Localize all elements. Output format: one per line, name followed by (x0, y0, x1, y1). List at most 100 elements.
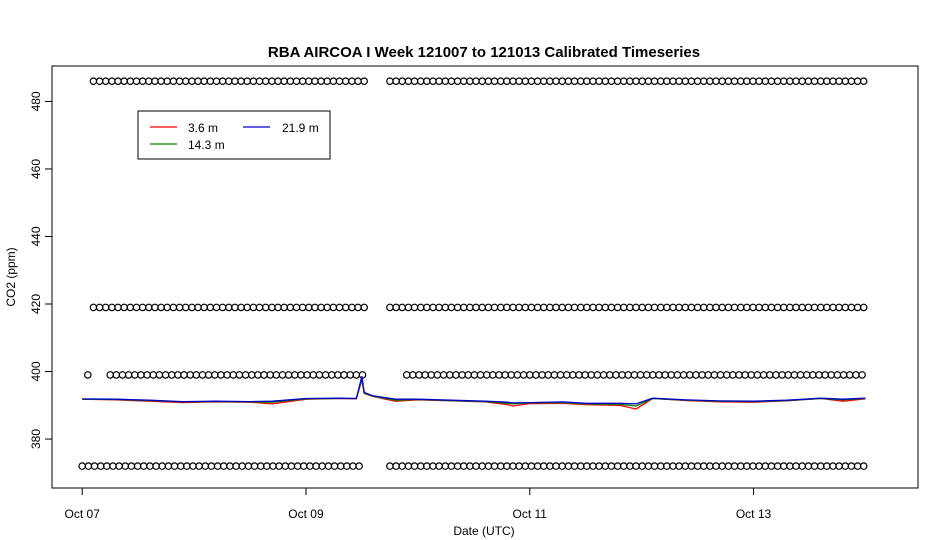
flag-marker (453, 303, 462, 312)
flag-marker (521, 462, 530, 470)
flag-marker (115, 462, 123, 470)
flag-marker (334, 371, 342, 379)
flag-marker (570, 303, 579, 312)
flag-marker (662, 462, 671, 470)
flag-marker (241, 371, 250, 379)
flag-marker (724, 303, 733, 312)
flag-marker (841, 303, 850, 312)
flag-marker (767, 303, 776, 312)
flag-marker (103, 462, 111, 470)
flag-marker (95, 77, 104, 86)
flag-marker (662, 303, 671, 312)
flag-marker (829, 462, 837, 470)
flag-marker (195, 462, 203, 470)
flag-marker (687, 303, 696, 312)
flag-marker (765, 371, 774, 379)
flag-marker (749, 462, 757, 470)
flag-marker (163, 77, 172, 86)
flag-marker (546, 462, 554, 470)
flag-marker (742, 462, 751, 470)
flag-marker (398, 462, 407, 470)
flag-marker (582, 77, 591, 86)
flag-marker (181, 303, 190, 312)
flag-marker (484, 303, 493, 312)
flag-marker (619, 303, 628, 312)
flag-marker (786, 77, 794, 86)
flag-marker (527, 462, 536, 470)
flag-marker (822, 303, 831, 312)
flag-marker (416, 77, 425, 86)
flag-marker (292, 303, 301, 312)
y-tick-label: 420 (29, 294, 43, 314)
flag-marker (453, 462, 462, 470)
flag-marker (753, 371, 762, 379)
flag-marker (539, 462, 548, 470)
flag-marker (845, 371, 854, 379)
flag-marker (169, 303, 178, 312)
flag-marker (466, 462, 474, 470)
flag-marker (655, 371, 663, 379)
flag-marker (736, 303, 745, 312)
legend-label-14-3m: 14.3 m (188, 138, 225, 152)
flag-marker (589, 303, 597, 312)
flag-marker (822, 77, 831, 86)
flag-marker (502, 462, 511, 470)
flag-marker (576, 303, 585, 312)
flag-marker (472, 77, 480, 86)
flag-marker (538, 371, 546, 379)
flag-marker (175, 77, 184, 86)
flag-marker (675, 77, 683, 86)
flag-marker (607, 77, 616, 86)
flag-marker (466, 303, 474, 312)
flag-marker (254, 371, 262, 379)
flag-marker (699, 303, 708, 312)
flag-marker (589, 462, 597, 470)
flag-marker (312, 462, 320, 470)
flag-marker (632, 462, 640, 470)
flag-marker (260, 371, 268, 379)
flag-marker (255, 303, 264, 312)
flag-marker (306, 462, 314, 470)
flag-marker (798, 77, 807, 86)
flag-marker (687, 77, 696, 86)
flag-marker (340, 371, 348, 379)
flag-marker (244, 462, 253, 470)
flag-marker (223, 371, 231, 379)
flag-marker (249, 77, 258, 86)
flag-marker (106, 371, 115, 379)
flag-marker (303, 371, 311, 379)
flag-marker (582, 303, 591, 312)
flag-marker (466, 77, 474, 86)
legend-label-3-6m: 3.6 m (188, 121, 218, 135)
flag-marker (669, 303, 677, 312)
flag-marker (772, 371, 780, 379)
flag-marker (675, 303, 683, 312)
flag-marker (601, 77, 610, 86)
flag-marker (304, 303, 313, 312)
flag-marker (410, 303, 419, 312)
flag-marker (118, 371, 127, 379)
flag-marker (730, 462, 739, 470)
flag-marker (280, 303, 289, 312)
flag-marker (761, 462, 770, 470)
flag-marker (601, 462, 610, 470)
flag-marker (200, 77, 209, 86)
flag-marker (352, 371, 361, 379)
flag-marker (815, 371, 823, 379)
flag-marker (360, 77, 369, 86)
flag-marker (422, 303, 431, 312)
flag-marker (730, 77, 739, 86)
flag-marker (681, 303, 690, 312)
flag-marker (108, 77, 116, 86)
flag-marker (605, 371, 614, 379)
flag-marker (120, 77, 129, 86)
flag-marker (601, 303, 610, 312)
flag-marker (712, 77, 720, 86)
flag-marker (298, 77, 307, 86)
flag-marker (644, 462, 653, 470)
flag-marker (804, 303, 813, 312)
flag-marker (415, 371, 423, 379)
flag-marker (186, 371, 195, 379)
flag-marker (618, 371, 626, 379)
flag-marker (108, 303, 116, 312)
